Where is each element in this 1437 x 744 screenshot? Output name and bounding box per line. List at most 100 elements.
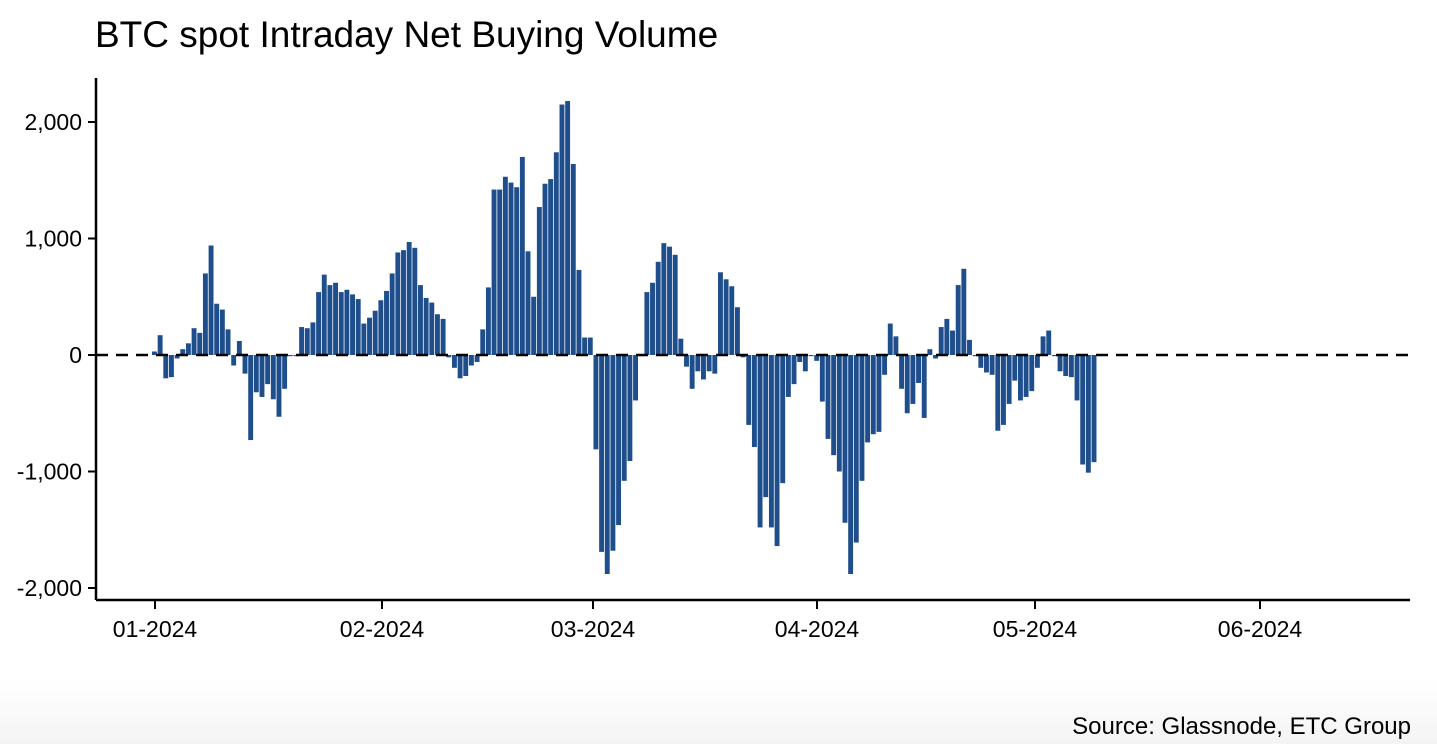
bar [808,355,814,357]
x-ticks: 01-2024 02-2024 03-2024 04-2024 05-2024 06-20… [113,600,1303,642]
bar [853,355,859,543]
bar [559,104,565,356]
bar [1074,355,1080,401]
bar [1001,355,1006,425]
bar [734,307,740,356]
bar [316,292,322,355]
bars-group [152,101,1097,575]
bar [763,355,769,498]
bar [350,294,355,355]
bar [1051,355,1057,357]
bar [1068,355,1074,378]
bar [536,207,542,355]
x-tick-label: 06-2024 [1218,616,1303,642]
bar [565,101,571,355]
bar [542,183,548,355]
bar [321,274,327,356]
bar [842,355,848,523]
bar [1040,336,1046,355]
bar [1017,355,1023,401]
bar [802,355,808,372]
bar [655,261,661,355]
bar [174,355,180,359]
bar [921,355,927,418]
bar [723,279,729,355]
bar [480,329,486,355]
bar [248,355,254,441]
chart-title: BTC spot Intraday Net Buying Volume [95,14,719,55]
bar [525,251,531,355]
bar [531,296,537,355]
bar [282,355,288,389]
bar [435,314,440,356]
bar [576,269,582,355]
bar [270,355,276,400]
bar [780,355,786,484]
bar [384,290,389,356]
y-ticks: 2,000 1,000 0 -1,000 -2,000 [17,109,96,601]
bar [265,355,271,385]
bar [1085,355,1091,473]
bar-chart: 2,000 1,000 0 -1,000 -2,000 01-2024 02-2024 03… [17,78,1410,642]
bar [491,189,497,355]
bar [950,330,955,355]
bar [831,355,837,456]
bar [768,355,774,528]
x-tick-label: 02-2024 [340,616,425,642]
bar [1006,355,1012,404]
bar [870,355,876,435]
bar [446,355,452,358]
bar [214,303,220,355]
bar [706,355,712,372]
bar [633,355,638,401]
bar [519,156,525,355]
bar [678,338,684,355]
y-tick-label: -1,000 [17,459,82,485]
bar [168,355,174,378]
bar [899,355,905,389]
bar [836,355,842,472]
y-tick-label: 0 [69,342,82,368]
bar [978,355,984,368]
x-tick-label: 03-2024 [551,616,636,642]
bar [1057,355,1063,372]
bar [627,355,633,462]
bar [468,355,474,366]
bar [180,349,186,356]
bar [310,322,316,355]
x-tick-label: 05-2024 [993,616,1078,642]
bar [451,355,457,368]
bar [259,355,265,397]
bar [774,355,780,547]
bar [570,163,576,355]
bar [650,282,655,355]
bar [791,355,797,385]
bar [152,351,157,355]
y-tick-label: 1,000 [24,226,82,252]
bar [372,310,378,355]
bar [508,182,514,355]
bar [712,355,718,374]
bar [797,355,803,362]
bar [197,332,203,356]
bar [423,297,429,356]
bar [910,355,916,404]
bar [944,318,950,355]
bar [751,355,757,448]
bar [389,273,395,355]
bar [587,337,593,355]
bar [933,355,938,359]
bar [672,254,678,355]
bar [887,323,893,356]
x-tick-label: 01-2024 [113,616,198,642]
bar [1046,330,1052,355]
bar [593,355,599,450]
bar [825,355,831,439]
bar [916,355,921,383]
bar [661,243,667,355]
bar [497,189,503,355]
bar [378,300,384,356]
bar [327,285,333,355]
bar [293,355,299,357]
bar [202,273,208,355]
